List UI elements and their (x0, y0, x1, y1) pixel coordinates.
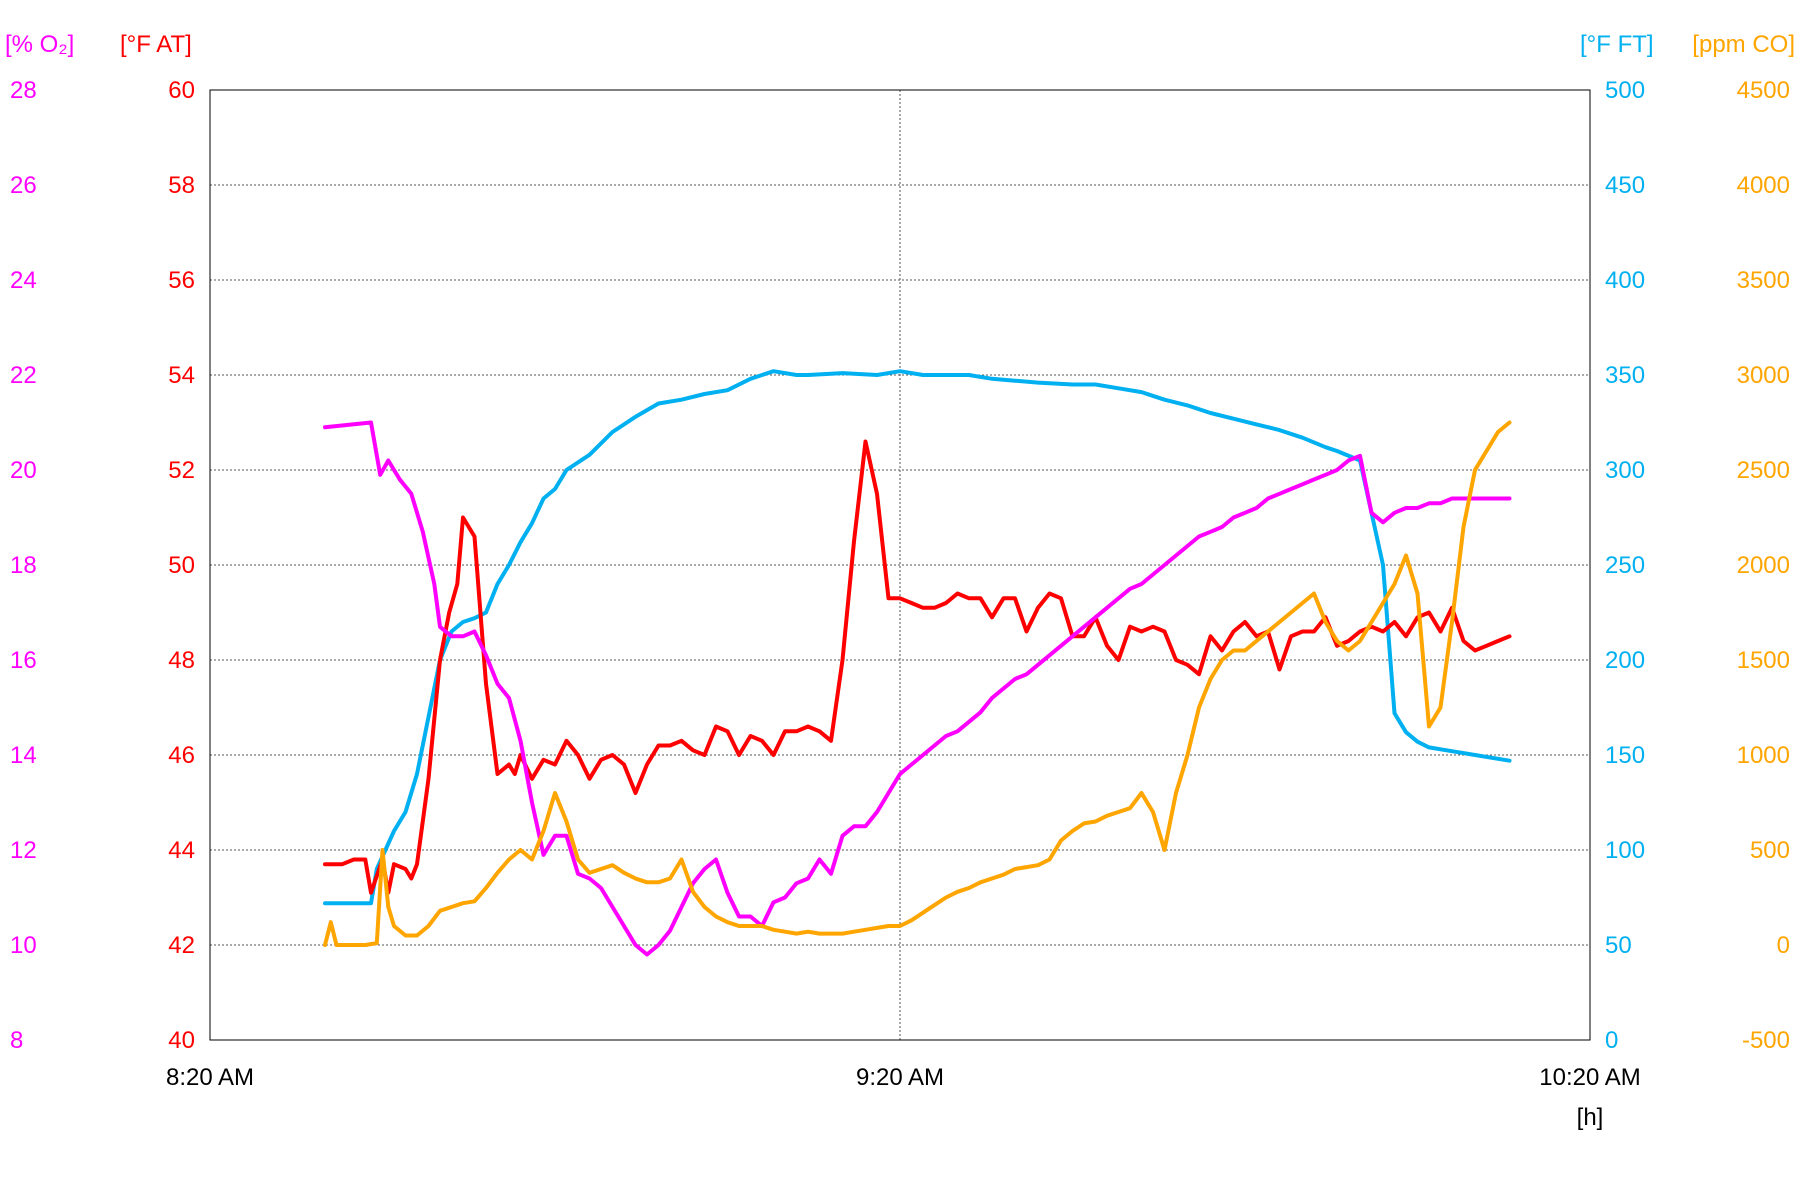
tick-label-co: 1000 (1737, 742, 1790, 769)
tick-label-ft: 400 (1605, 267, 1645, 294)
tick-label-at: 46 (168, 742, 195, 769)
tick-label-o2: 20 (10, 457, 37, 484)
tick-label-ft: 250 (1605, 552, 1645, 579)
tick-label-o2: 12 (10, 837, 37, 864)
tick-label-o2: 28 (10, 77, 37, 104)
tick-label-o2: 16 (10, 647, 37, 674)
tick-label-ft: 500 (1605, 77, 1645, 104)
tick-label-co: 3500 (1737, 267, 1790, 294)
plot-border (209, 89, 1591, 1041)
tick-label-o2: 24 (10, 267, 37, 294)
tick-label-at: 58 (168, 172, 195, 199)
series-line-at (323, 439, 1512, 895)
tick-label-ft: 0 (1605, 1027, 1618, 1054)
tick-label-co: 3000 (1737, 362, 1790, 389)
tick-label-at: 50 (168, 552, 195, 579)
tick-label-at: 60 (168, 77, 195, 104)
tick-label-at: 56 (168, 267, 195, 294)
tick-label-at: 40 (168, 1027, 195, 1054)
axis-unit-label-co: [ppm CO] (1692, 31, 1795, 58)
axis-unit-label-at: [°F AT] (120, 31, 192, 58)
tick-label-ft: 200 (1605, 647, 1645, 674)
x-tick-label: 10:20 AM (1539, 1064, 1640, 1091)
tick-label-co: 2500 (1737, 457, 1790, 484)
tick-label-at: 54 (168, 362, 195, 389)
tick-label-co: 500 (1750, 837, 1790, 864)
tick-label-ft: 100 (1605, 837, 1645, 864)
tick-label-o2: 18 (10, 552, 37, 579)
tick-label-co: 0 (1777, 932, 1790, 959)
axes: 28 26 24 22 20 18 16 14 12 10 8 [% O₂] 60 58 56 54 52 50 4… (5, 31, 1795, 1131)
tick-label-at: 44 (168, 837, 195, 864)
x-axis-unit-label: [h] (1577, 1104, 1604, 1131)
series-line-ft (323, 369, 1512, 906)
tick-label-o2: 22 (10, 362, 37, 389)
tick-label-ft: 50 (1605, 932, 1632, 959)
tick-label-ft: 450 (1605, 172, 1645, 199)
tick-label-ft: 150 (1605, 742, 1645, 769)
tick-label-co: 4500 (1737, 77, 1790, 104)
tick-label-co: 1500 (1737, 647, 1790, 674)
plot-frame (209, 89, 1591, 1041)
series-line-o2 (323, 420, 1512, 957)
axis-unit-label-ft: [°F FT] (1580, 31, 1654, 58)
tick-label-co: 4000 (1737, 172, 1790, 199)
axis-unit-label-o2: [% O₂] (5, 31, 74, 58)
series-line-co (323, 420, 1512, 947)
tick-label-o2: 26 (10, 172, 37, 199)
tick-label-o2: 8 (10, 1027, 23, 1054)
x-tick-label: 9:20 AM (856, 1064, 944, 1091)
x-tick-label: 8:20 AM (166, 1064, 254, 1091)
tick-label-ft: 300 (1605, 457, 1645, 484)
tick-label-ft: 350 (1605, 362, 1645, 389)
series-lines (323, 369, 1512, 957)
tick-label-o2: 14 (10, 742, 37, 769)
tick-label-at: 52 (168, 457, 195, 484)
tick-label-at: 48 (168, 647, 195, 674)
tick-label-co: 2000 (1737, 552, 1790, 579)
tick-label-co: -500 (1742, 1027, 1790, 1054)
tick-label-at: 42 (168, 932, 195, 959)
tick-label-o2: 10 (10, 932, 37, 959)
